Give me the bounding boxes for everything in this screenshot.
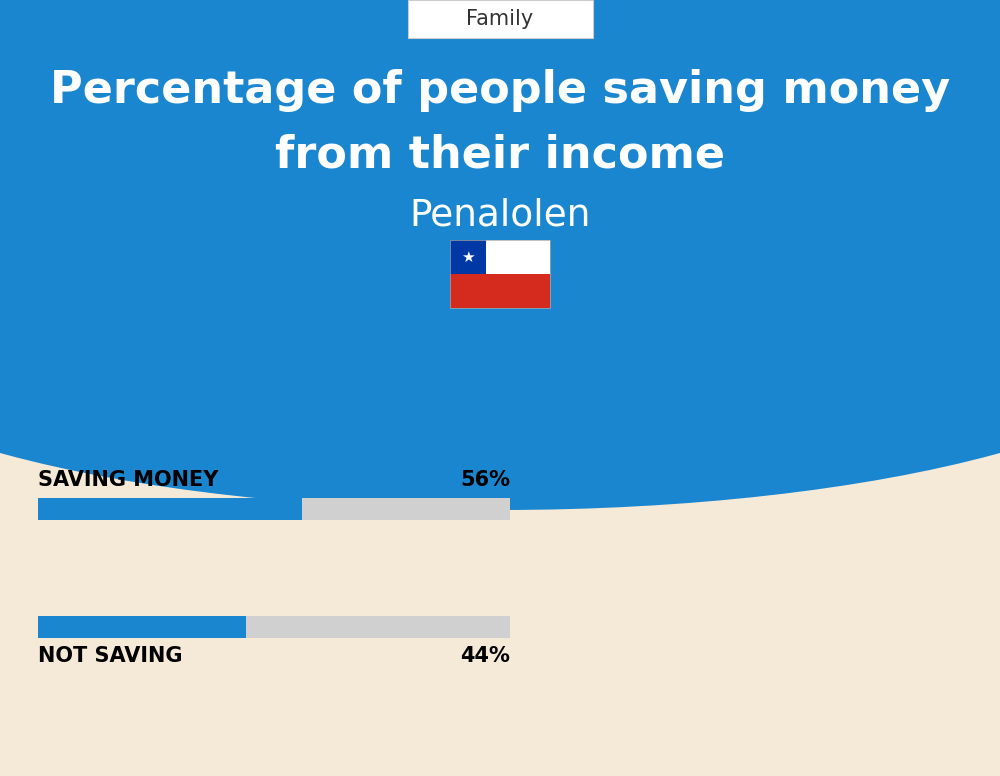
Bar [450, 240, 486, 274]
Text: 56%: 56% [460, 470, 510, 490]
Text: Family: Family [466, 9, 534, 29]
FancyBboxPatch shape [408, 0, 592, 38]
Text: Penalolen: Penalolen [409, 197, 591, 233]
Bar [450, 274, 550, 308]
Text: ★: ★ [461, 250, 475, 265]
Bar [450, 240, 550, 308]
Ellipse shape [0, 130, 1000, 510]
Text: from their income: from their income [275, 133, 725, 176]
Bar [38, 616, 510, 638]
Text: 44%: 44% [460, 646, 510, 666]
Bar [0, 0, 1000, 320]
Bar [38, 498, 510, 520]
Text: Percentage of people saving money: Percentage of people saving money [50, 68, 950, 112]
Bar [38, 498, 302, 520]
Text: NOT SAVING: NOT SAVING [38, 646, 182, 666]
Bar [450, 240, 550, 274]
Bar [38, 616, 246, 638]
Text: SAVING MONEY: SAVING MONEY [38, 470, 218, 490]
